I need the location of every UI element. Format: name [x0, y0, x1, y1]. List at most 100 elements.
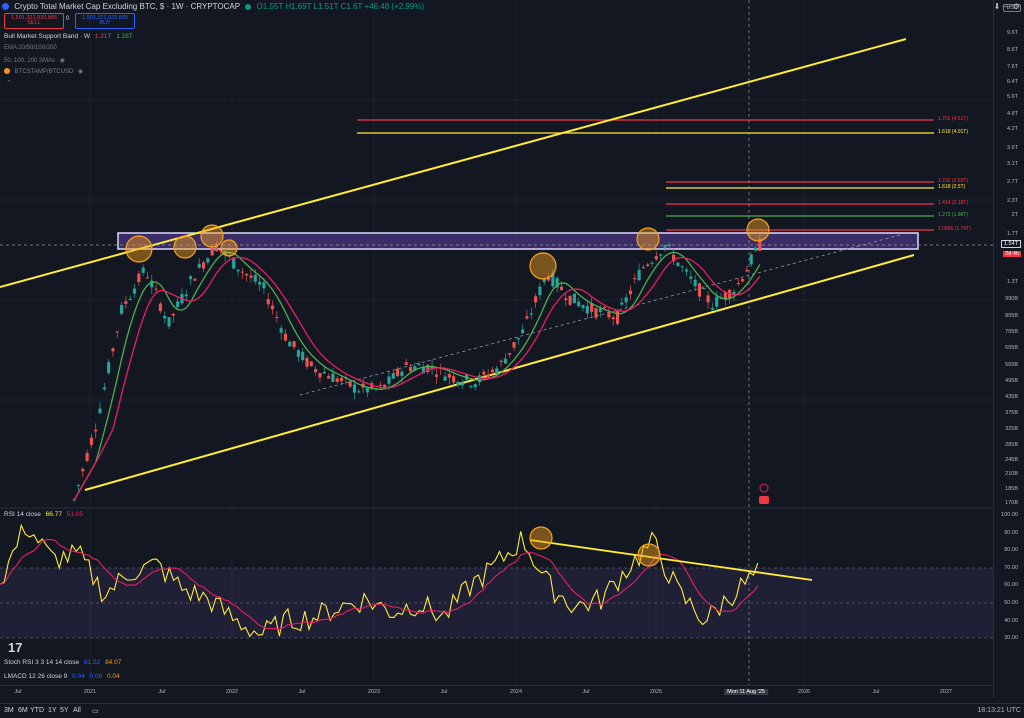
candle-body: [206, 258, 210, 263]
candle-body: [684, 269, 689, 272]
range-button[interactable]: YTD: [30, 707, 44, 714]
rsi-line: [0, 523, 759, 638]
toolbar-time[interactable]: 18:13:21 UTC: [977, 707, 1021, 714]
candle-body: [163, 315, 167, 319]
candle-body: [413, 366, 417, 371]
candle-body: [383, 384, 387, 388]
candle-body: [158, 303, 162, 312]
bmsb-green-line: [73, 251, 761, 501]
range-button[interactable]: 5Y: [60, 707, 69, 714]
channel-lower-line: [84, 254, 915, 491]
calendar-icon[interactable]: ▭: [92, 708, 99, 715]
candle-body: [137, 273, 141, 283]
indicator-btc[interactable]: BTCSTAMP/BTCUSD ◉: [4, 68, 86, 75]
candle-body: [741, 278, 745, 282]
sma-name: 50, 100, 200 SMAs: [4, 58, 56, 64]
countdown-label: 2d 4h: [1003, 251, 1021, 257]
rsi-name: RSI 14 close: [4, 511, 41, 518]
candle-body: [572, 293, 576, 304]
candle-body: [659, 254, 663, 256]
candle-body: [581, 305, 585, 309]
fib-level-label: 1.618 (4.01T): [938, 129, 969, 135]
minus-icon[interactable]: —: [1002, 2, 1011, 11]
candle-body: [676, 262, 680, 266]
indicator-sma[interactable]: 50, 100, 200 SMAs ◉: [4, 57, 68, 64]
resistance-zone: [117, 232, 919, 250]
price-tick-label: 4.2T: [1006, 126, 1018, 132]
price-tick-label: 170B: [1005, 500, 1018, 506]
arrow-down-icon[interactable]: ⬇: [993, 2, 1001, 11]
price-tick-label: 4.8T: [1006, 111, 1018, 117]
range-button[interactable]: 1Y: [48, 707, 57, 714]
candle-body: [460, 382, 464, 386]
buy-button[interactable]: 1,501,321,933,885 BUY: [75, 13, 135, 29]
price-tick-label: 755B: [1005, 329, 1018, 335]
price-tick-label: 495B: [1005, 378, 1018, 384]
collapse-legend-icon[interactable]: ⌃: [6, 80, 12, 87]
sell-button[interactable]: 1,501,321,933,885 SELL: [4, 13, 64, 29]
price-tick-label: 855B: [1005, 313, 1018, 319]
candle-body: [335, 378, 339, 382]
indicator-bmsb[interactable]: Bull Market Support Band · W 1.21T 1.28T: [4, 33, 136, 40]
candle-body: [296, 350, 300, 357]
price-tick-label: 8.6T: [1006, 47, 1018, 53]
price-chart[interactable]: 17: [0, 0, 994, 685]
fib-level-label: 1.272 (1.98T): [938, 212, 969, 218]
candle-body: [94, 429, 98, 432]
candle-body: [305, 357, 309, 367]
rsi-tick-label: 80.00: [1004, 547, 1018, 553]
candle-body: [525, 316, 529, 319]
candle-body: [624, 297, 628, 303]
candle-body: [590, 303, 594, 312]
candle-body: [266, 299, 270, 305]
candle-body: [564, 298, 568, 301]
candle-body: [124, 301, 128, 304]
candle-body: [357, 391, 361, 393]
live-dot: [245, 3, 252, 10]
buy-price: 1,501,321,933,885: [82, 14, 128, 21]
window-controls: ⬇ — ⚙: [994, 2, 1020, 11]
candle-body: [352, 384, 357, 393]
candle-body: [758, 238, 762, 251]
candle-body: [628, 290, 633, 295]
macd-legend[interactable]: LMACD 12 26 close 9 0.04 0.08 0.04: [4, 673, 123, 680]
candle-body: [171, 313, 175, 316]
chart-title-row: Crypto Total Market Cap Excluding BTC, $…: [2, 2, 427, 11]
candle-body: [128, 298, 132, 301]
time-axis[interactable]: Jul 2021 Jul 2022 Jul 2023 Jul 2024 Jul 2025 Mon 1…: [0, 685, 994, 699]
eye-icon[interactable]: ◉: [77, 69, 84, 75]
candle-body: [585, 306, 589, 314]
candle-body: [697, 283, 702, 297]
candle-body: [693, 279, 697, 287]
fib-level-label: 1.702 (4.51T): [938, 116, 969, 122]
price-tick-label: 565B: [1005, 362, 1018, 368]
range-button[interactable]: 6M: [18, 707, 28, 714]
rsi-value-1: 66.77: [45, 511, 62, 518]
currency-label[interactable]: USD: [1003, 4, 1021, 12]
range-button[interactable]: All: [73, 707, 81, 714]
candle-body: [107, 362, 111, 374]
fib-level-label: 1.618 (2.5T): [938, 184, 966, 190]
candle-body: [633, 278, 637, 280]
indicator-ema[interactable]: EMA 20/50/100/200: [4, 45, 60, 51]
candle-body: [89, 437, 93, 445]
range-button[interactable]: 3M: [4, 707, 14, 714]
eye-icon[interactable]: ◉: [59, 58, 65, 64]
candle-body: [434, 374, 438, 377]
price-axis[interactable]: USD 9.6T 8.6T 7.6T 6.4T 5.6T 4.8T 4.2T 3.6T 3.1T…: [993, 0, 1024, 698]
sell-price: 1,501,321,933,885: [11, 14, 57, 21]
macd-name: LMACD 12 26 close 9: [4, 673, 68, 680]
candle-body: [365, 388, 369, 393]
candle-body: [120, 305, 124, 314]
btc-icon: [4, 68, 10, 75]
macd-value-1: 0.04: [72, 673, 85, 680]
candle-body: [154, 288, 158, 290]
candle-body: [486, 374, 490, 378]
time-tick-label: 2021: [83, 689, 97, 695]
rsi-legend[interactable]: RSI 14 close 66.77 51.05: [4, 511, 86, 518]
candle-body: [512, 342, 516, 348]
stoch-legend[interactable]: Stoch RSI 3 3 14 14 close 81.52 84.07: [4, 659, 124, 666]
symbol-title[interactable]: Crypto Total Market Cap Excluding BTC, $…: [14, 2, 241, 11]
settings-icon[interactable]: ⚙: [1012, 2, 1020, 11]
time-tick-label: Mon 11 Aug '25: [724, 689, 768, 695]
